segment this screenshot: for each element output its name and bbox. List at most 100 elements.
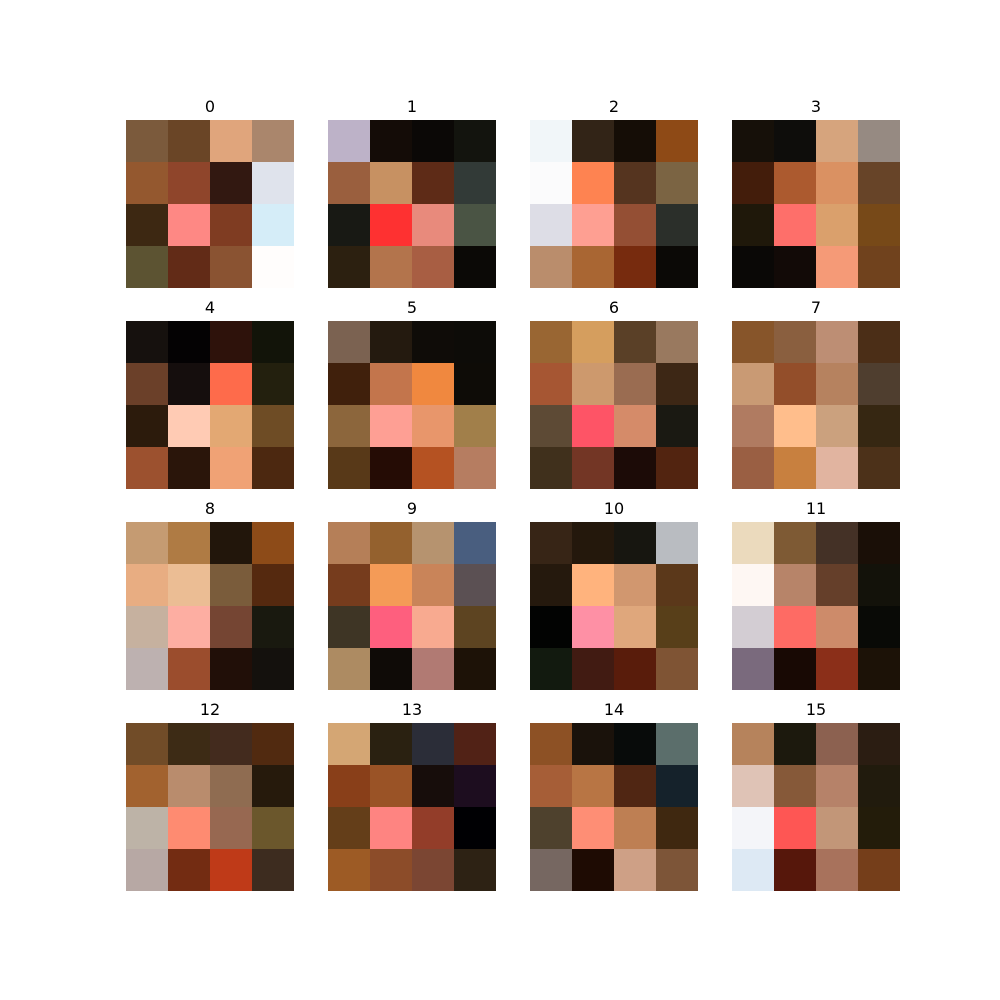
pixel-cell: [656, 648, 698, 690]
pixel-cell: [858, 246, 900, 288]
pixel-cell: [210, 363, 252, 405]
pixel-cell: [328, 564, 370, 606]
pixel-cell: [816, 321, 858, 363]
pixel-cell: [774, 363, 816, 405]
pixel-cell: [774, 204, 816, 246]
pixel-cell: [572, 162, 614, 204]
pixel-cell: [572, 606, 614, 648]
pixel-cell: [732, 606, 774, 648]
pixel-cell: [370, 120, 412, 162]
panel-title: 15: [805, 700, 827, 719]
pixel-cell: [126, 606, 168, 648]
pixel-cell: [656, 564, 698, 606]
pixel-cell: [412, 447, 454, 489]
pixel-cell: [412, 246, 454, 288]
pixel-cell: [168, 723, 210, 765]
pixel-cell: [572, 321, 614, 363]
pixel-cell: [168, 522, 210, 564]
pixel-cell: [774, 807, 816, 849]
pixel-cell: [168, 120, 210, 162]
pixel-grid: [328, 120, 496, 288]
pixel-cell: [126, 363, 168, 405]
pixel-cell: [816, 162, 858, 204]
pixel-cell: [732, 405, 774, 447]
pixel-cell: [530, 162, 572, 204]
pixel-cell: [126, 120, 168, 162]
pixel-cell: [328, 246, 370, 288]
pixel-cell: [454, 849, 496, 891]
pixel-cell: [774, 447, 816, 489]
pixel-cell: [412, 405, 454, 447]
pixel-cell: [732, 564, 774, 606]
pixel-cell: [210, 204, 252, 246]
pixel-cell: [858, 723, 900, 765]
pixel-cell: [774, 162, 816, 204]
panel-title: 12: [199, 700, 221, 719]
pixel-cell: [370, 363, 412, 405]
pixel-cell: [774, 723, 816, 765]
pixel-cell: [858, 807, 900, 849]
pixel-cell: [168, 246, 210, 288]
pixel-cell: [572, 120, 614, 162]
panel-title: 3: [810, 97, 822, 116]
pixel-cell: [412, 363, 454, 405]
pixel-cell: [614, 522, 656, 564]
pixel-cell: [614, 363, 656, 405]
pixel-cell: [614, 723, 656, 765]
pixel-cell: [732, 849, 774, 891]
pixel-cell: [732, 807, 774, 849]
pixel-cell: [614, 246, 656, 288]
pixel-cell: [168, 162, 210, 204]
panel-title: 14: [603, 700, 625, 719]
pixel-cell: [370, 246, 412, 288]
pixel-cell: [858, 564, 900, 606]
panel-title: 4: [204, 298, 216, 317]
pixel-cell: [370, 321, 412, 363]
pixel-cell: [530, 405, 572, 447]
pixel-cell: [656, 405, 698, 447]
pixel-cell: [168, 321, 210, 363]
pixel-cell: [816, 246, 858, 288]
pixel-cell: [370, 765, 412, 807]
pixel-cell: [370, 648, 412, 690]
pixel-cell: [732, 765, 774, 807]
pixel-cell: [530, 765, 572, 807]
pixel-cell: [816, 204, 858, 246]
pixel-cell: [210, 246, 252, 288]
pixel-cell: [210, 606, 252, 648]
pixel-cell: [126, 807, 168, 849]
pixel-cell: [732, 246, 774, 288]
pixel-cell: [412, 765, 454, 807]
pixel-cell: [816, 522, 858, 564]
pixel-cell: [656, 246, 698, 288]
pixel-cell: [168, 606, 210, 648]
pixel-cell: [454, 723, 496, 765]
pixel-cell: [454, 807, 496, 849]
pixel-cell: [858, 162, 900, 204]
pixel-cell: [572, 849, 614, 891]
pixel-cell: [774, 246, 816, 288]
pixel-cell: [370, 447, 412, 489]
pixel-cell: [252, 447, 294, 489]
pixel-cell: [614, 162, 656, 204]
pixel-grid: [126, 522, 294, 690]
pixel-grid: [530, 321, 698, 489]
pixel-cell: [328, 447, 370, 489]
pixel-cell: [732, 162, 774, 204]
pixel-cell: [370, 162, 412, 204]
pixel-cell: [614, 321, 656, 363]
pixel-cell: [656, 447, 698, 489]
pixel-cell: [858, 522, 900, 564]
panel-title: 0: [204, 97, 216, 116]
pixel-cell: [858, 447, 900, 489]
pixel-cell: [816, 405, 858, 447]
pixel-cell: [454, 405, 496, 447]
pixel-cell: [656, 321, 698, 363]
pixel-cell: [816, 765, 858, 807]
panel-title: 1: [406, 97, 418, 116]
pixel-cell: [126, 723, 168, 765]
pixel-cell: [370, 606, 412, 648]
pixel-cell: [168, 564, 210, 606]
pixel-cell: [656, 807, 698, 849]
pixel-cell: [370, 405, 412, 447]
